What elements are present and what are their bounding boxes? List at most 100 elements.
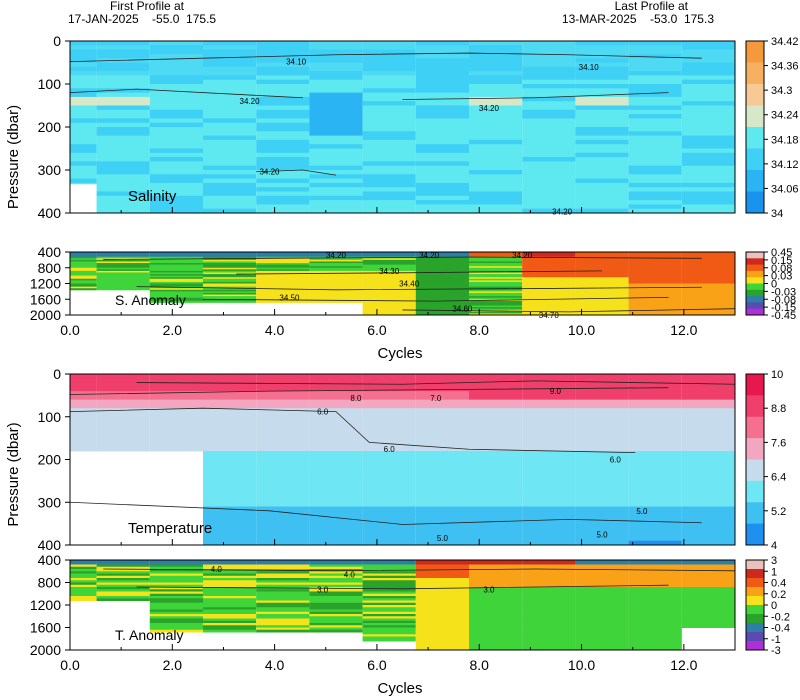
heat-cell [149,278,203,281]
heat-cell [362,296,416,299]
contour-label: 34.20 [326,251,347,260]
heat-cell [415,614,469,617]
heat-cell [70,182,97,185]
heat-cell [469,596,523,599]
heat-cell [149,580,203,583]
heat-cell [362,58,416,63]
heat-cell [628,536,682,542]
heat-cell [309,84,363,89]
heat-cell [70,285,97,288]
heat-cell [70,264,97,267]
heat-cell [681,75,735,81]
heat-cell [256,204,310,210]
heat-cell [309,573,363,577]
heat-cell [203,187,257,192]
heat-cell [575,174,629,180]
heat-cell [203,79,257,85]
heat-cell [469,275,523,278]
heat-cell [362,302,416,305]
heat-cell [628,161,682,167]
colorbar-swatch [746,596,764,606]
heat-cell [309,170,363,175]
colorbar-label: 34.24 [771,110,799,122]
heat-cell [681,382,735,388]
heat-cell [681,165,735,171]
heat-cell [203,269,257,272]
heat-cell [469,468,523,473]
heat-cell [628,573,682,577]
heat-cell [203,433,257,439]
heat-cell [469,45,523,51]
heat-cell [681,139,735,145]
first-profile-info: 17-JAN-2025 -55.0 175.5 [68,12,217,26]
heat-cell [522,178,576,184]
heat-cell [469,450,523,456]
heat-cell [575,468,629,473]
heat-cell [575,261,629,264]
heat-cell [681,109,735,115]
heat-cell [575,580,629,583]
heat-cell [309,165,363,171]
heat-cell [309,527,363,533]
heat-cell [415,45,469,51]
heat-cell [203,589,257,592]
heat-cell [628,289,682,292]
heat-cell [681,288,735,291]
heat-cell [522,450,576,456]
heat-cell [203,591,257,595]
heat-cell [203,195,257,201]
heat-cell [203,536,257,542]
heat-cell [681,195,735,201]
heat-cell [681,523,735,529]
heat-cell [469,374,523,379]
heat-cell [575,308,629,311]
heat-cell [203,472,257,478]
x-tick-label: 12.0 [670,657,697,673]
heat-cell [362,195,416,201]
heat-cell [681,308,735,311]
heat-cell [628,399,682,405]
heat-cell [96,135,150,141]
heat-cell [203,84,257,89]
heat-cell [362,489,416,495]
heat-cell [149,566,203,570]
heat-cell [149,283,203,286]
heat-cell [203,629,257,633]
heat-cell [522,566,576,570]
heat-cell [469,302,523,305]
heat-cell [256,374,310,379]
heat-cell [203,480,257,486]
heat-cell [575,264,629,267]
heat-cell [309,408,363,413]
heat-cell [362,442,416,448]
heat-cell [362,433,416,439]
heat-cell [256,187,310,192]
heat-cell [70,105,97,111]
heat-cell [469,515,523,520]
heat-cell [362,623,416,626]
heat-cell [309,455,363,460]
colorbar-swatch [746,632,764,642]
heat-cell [203,274,257,277]
heat-cell [522,527,576,533]
contour-label: 34.10 [286,58,307,67]
heat-cell [203,283,257,286]
colorbar-swatch [746,623,764,633]
heat-cell [256,403,310,409]
contour-label: 34.20 [479,104,500,113]
heat-cell [362,519,416,525]
heat-cell [309,564,363,568]
heat-cell [309,79,363,85]
heat-cell [681,614,735,617]
contour-label: 34.20 [259,168,280,177]
contour-line [402,308,736,313]
heat-cell [149,274,203,277]
heat-cell [203,374,257,379]
heat-cell [362,71,416,76]
colorbar-swatch [746,148,764,171]
heat-cell [415,264,469,267]
heat-cell [522,165,576,171]
heat-cell [628,591,682,595]
heat-cell [415,438,469,443]
colorbar-swatch [746,605,764,615]
